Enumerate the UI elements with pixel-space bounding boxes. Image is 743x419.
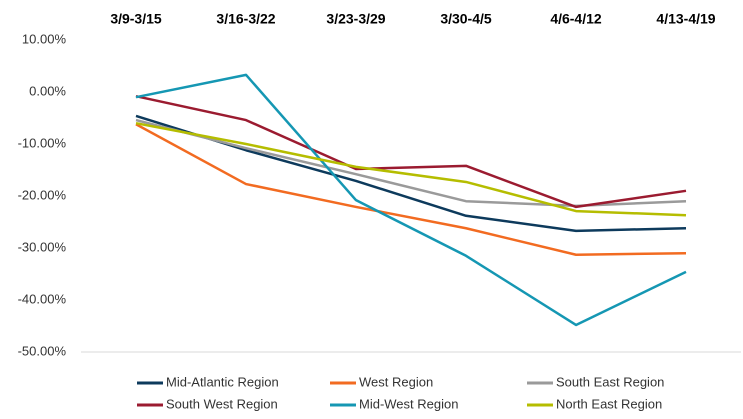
legend-label: Mid-Atlantic Region [166, 374, 279, 389]
y-tick-label: 0.00% [29, 83, 66, 98]
series-line [135, 73, 687, 327]
series-line [135, 123, 687, 257]
legend-label: South West Region [166, 396, 278, 411]
y-tick-label: -10.00% [18, 135, 67, 150]
series-line [135, 121, 687, 217]
x-tick-label: 4/13-4/19 [656, 11, 715, 27]
x-tick-label: 3/30-4/5 [440, 11, 492, 27]
legend-label: North East Region [556, 396, 662, 411]
y-tick-label: 10.00% [22, 31, 67, 46]
y-tick-label: -20.00% [18, 187, 67, 202]
x-tick-label: 3/16-3/22 [216, 11, 275, 27]
x-tick-label: 3/9-3/15 [110, 11, 162, 27]
legend-label: Mid-West Region [359, 396, 458, 411]
x-tick-label: 3/23-3/29 [326, 11, 385, 27]
series-line [135, 94, 687, 209]
legend-label: West Region [359, 374, 433, 389]
y-tick-label: -30.00% [18, 239, 67, 254]
y-tick-label: -40.00% [18, 291, 67, 306]
x-tick-label: 4/6-4/12 [550, 11, 602, 27]
series-line [135, 118, 687, 208]
y-tick-label: -50.00% [18, 343, 67, 358]
legend-label: South East Region [556, 374, 664, 389]
